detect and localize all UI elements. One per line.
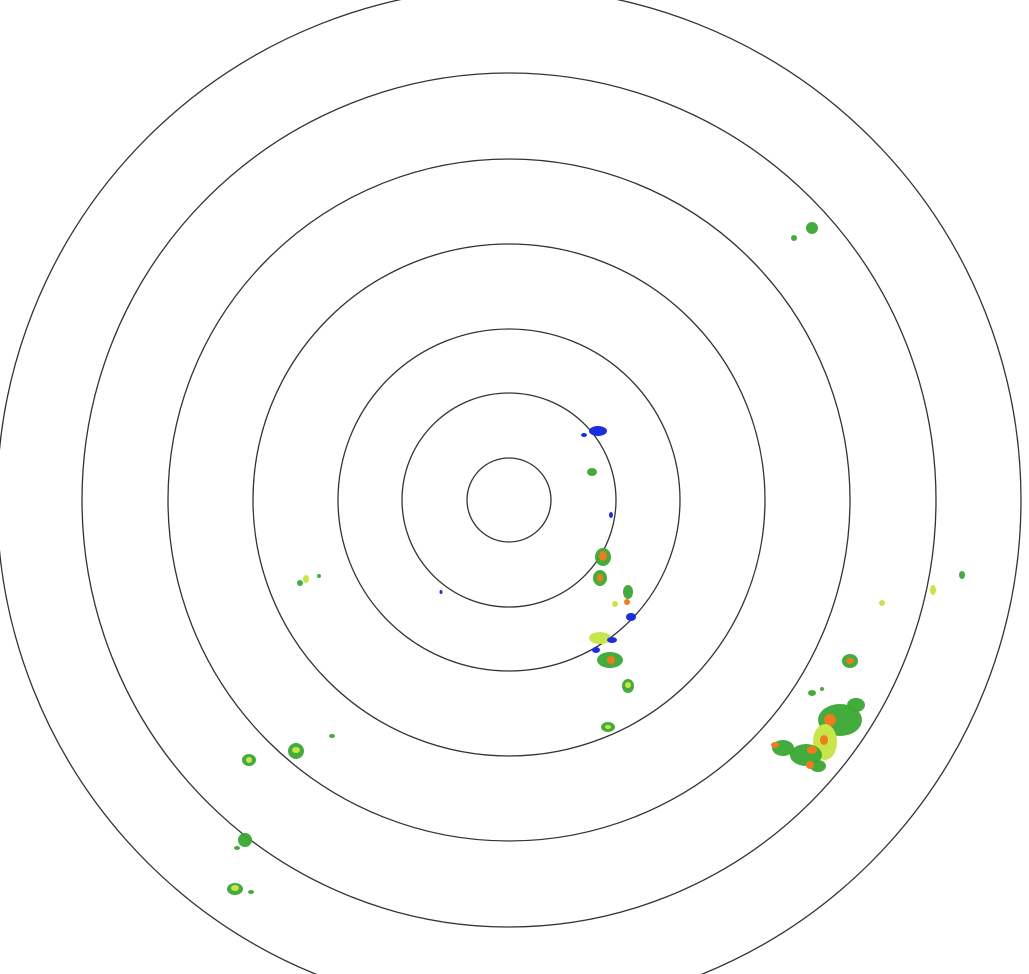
echo-cell bbox=[581, 433, 587, 437]
echo-cell bbox=[246, 757, 252, 763]
echo-cell bbox=[607, 637, 617, 643]
echo-cell bbox=[810, 760, 826, 772]
echo-cell bbox=[234, 846, 240, 850]
echo-cell bbox=[297, 580, 303, 586]
range-ring-2 bbox=[401, 392, 617, 608]
echo-cell bbox=[806, 222, 818, 234]
echo-cell bbox=[820, 735, 828, 745]
echo-cell bbox=[589, 426, 607, 436]
echo-cell bbox=[847, 698, 865, 712]
range-ring-1 bbox=[466, 457, 552, 543]
echo-cell bbox=[771, 742, 779, 748]
echo-cell bbox=[609, 512, 613, 518]
range-ring-3 bbox=[337, 328, 681, 672]
echo-cell bbox=[808, 690, 816, 696]
echo-cell bbox=[626, 613, 636, 621]
echo-cell bbox=[623, 585, 633, 599]
echo-cell bbox=[607, 656, 615, 664]
echo-cell bbox=[605, 725, 611, 729]
echo-cell bbox=[879, 600, 885, 606]
range-ring-5 bbox=[167, 158, 851, 842]
echo-cell bbox=[846, 658, 854, 664]
echo-cell bbox=[587, 468, 597, 476]
echo-cell bbox=[599, 551, 607, 561]
echo-cell bbox=[959, 571, 965, 579]
echo-cell bbox=[930, 585, 936, 595]
echo-cell bbox=[231, 885, 239, 891]
echo-cell bbox=[612, 601, 618, 607]
echo-cell bbox=[625, 682, 631, 688]
echo-cell bbox=[820, 687, 824, 691]
echo-cell bbox=[806, 761, 814, 769]
echo-cell bbox=[329, 734, 335, 738]
echo-cell bbox=[624, 599, 630, 605]
precipitation-echoes bbox=[227, 222, 965, 895]
echo-cell bbox=[439, 590, 443, 594]
echo-cell bbox=[807, 746, 817, 754]
echo-cell bbox=[791, 235, 797, 241]
echo-cell bbox=[303, 575, 309, 583]
echo-cell bbox=[317, 574, 321, 578]
echo-cell bbox=[824, 714, 836, 726]
range-ring-6 bbox=[81, 72, 937, 928]
echo-cell bbox=[597, 574, 603, 582]
echo-cell bbox=[292, 747, 300, 753]
echo-cell bbox=[592, 647, 600, 653]
echo-cell bbox=[589, 632, 611, 644]
echo-cell bbox=[238, 833, 252, 847]
range-ring-4 bbox=[252, 243, 766, 757]
echo-cell bbox=[248, 890, 254, 894]
